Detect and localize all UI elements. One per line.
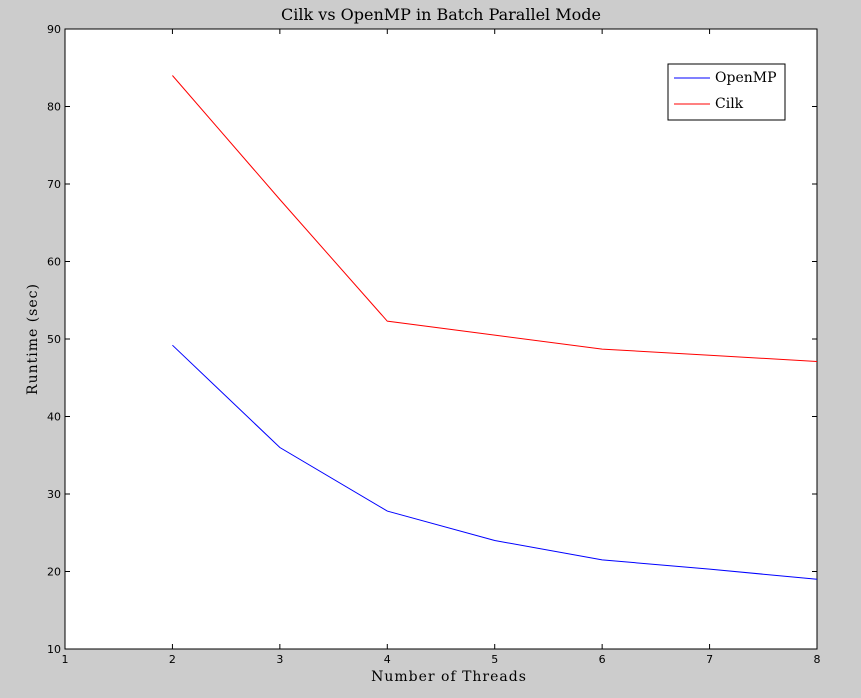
y-tick-label: 10 bbox=[47, 643, 61, 656]
series-lines bbox=[172, 75, 818, 580]
x-tick-label: 6 bbox=[599, 653, 606, 666]
y-axis-label: Runtime (sec) bbox=[25, 283, 41, 395]
legend-box bbox=[667, 63, 786, 121]
x-tick-label: 1 bbox=[62, 653, 69, 666]
legend: OpenMP Cilk bbox=[667, 63, 786, 121]
x-tick-label: 5 bbox=[491, 653, 498, 666]
y-tick-label: 50 bbox=[47, 333, 61, 346]
y-tick-label: 40 bbox=[47, 411, 61, 424]
y-tick-label: 70 bbox=[47, 178, 61, 191]
y-tick-label: 30 bbox=[47, 488, 61, 501]
y-tick-label: 80 bbox=[47, 101, 61, 114]
x-tick-label: 7 bbox=[706, 653, 713, 666]
x-tick-label: 2 bbox=[169, 653, 176, 666]
chart-title: Cilk vs OpenMP in Batch Parallel Mode bbox=[281, 5, 601, 24]
series-line-cilk bbox=[172, 75, 818, 362]
y-tick-label: 60 bbox=[47, 256, 61, 269]
x-axis-label: Number of Threads bbox=[371, 669, 527, 685]
legend-label-cilk: Cilk bbox=[715, 96, 744, 112]
series-line-openmp bbox=[172, 344, 818, 580]
x-tick-label: 8 bbox=[814, 653, 821, 666]
x-tick-label: 4 bbox=[384, 653, 391, 666]
legend-label-openmp: OpenMP bbox=[715, 70, 777, 86]
y-tick-label: 20 bbox=[47, 566, 61, 579]
y-tick-label: 90 bbox=[47, 23, 61, 36]
x-tick-label: 3 bbox=[276, 653, 283, 666]
axis-ticks: 1 2 3 4 5 6 7 8 10 20 30 40 50 60 70 80 90 bbox=[47, 23, 821, 666]
plot-area bbox=[64, 28, 818, 650]
